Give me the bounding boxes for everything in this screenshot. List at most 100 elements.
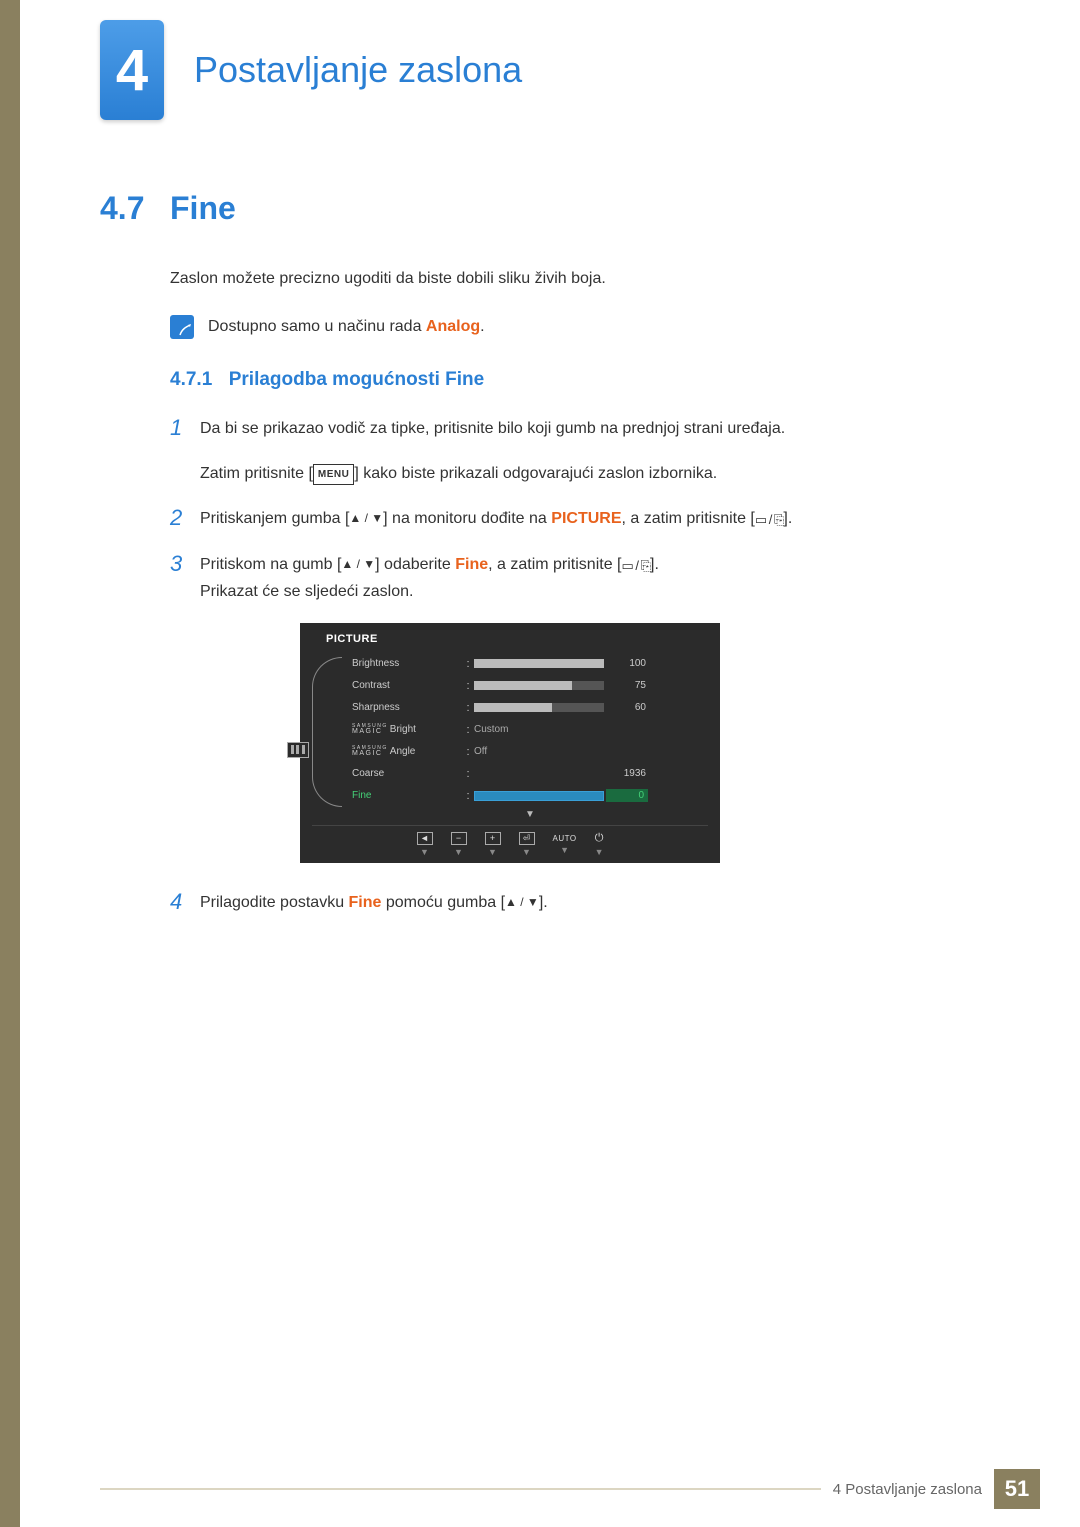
osd-colon: : xyxy=(462,768,474,780)
osd-btn-plus: +▼ xyxy=(485,832,501,857)
footer-text: 4 Postavljanje zaslona xyxy=(833,1481,982,1498)
osd-label-fine: Fine xyxy=(352,790,462,801)
step-text-1: Da bi se prikazao vodič za tipke, pritis… xyxy=(200,415,785,442)
s3b: ] odaberite xyxy=(375,556,455,573)
osd-category-icon xyxy=(287,742,309,758)
magic-bright-word: Bright xyxy=(390,724,416,735)
osd-plus-icon: + xyxy=(485,832,501,845)
s2-highlight: PICTURE xyxy=(551,510,621,527)
osd-val-contrast: 75 xyxy=(604,680,646,691)
osd-minus-icon: − xyxy=(451,832,467,845)
s2a: Pritiskanjem gumba [ xyxy=(200,510,349,527)
osd-auto-label: AUTO xyxy=(553,834,577,843)
osd-enter-icon: ⏎ xyxy=(519,832,535,845)
osd-body: Brightness : 100 Contrast : 75 Sharpness… xyxy=(312,653,708,821)
s3a: Pritiskom na gumb [ xyxy=(200,556,341,573)
step-text-3: Pritiskom na gumb [▲ / ▼] odaberite Fine… xyxy=(200,551,659,605)
up-down-icon: ▲ / ▼ xyxy=(349,511,383,525)
section-title: Fine xyxy=(170,190,236,227)
osd-bar-brightness xyxy=(474,659,604,668)
osd-val-coarse: 1936 xyxy=(604,768,646,779)
osd-title: PICTURE xyxy=(312,631,708,653)
s4b: pomoću gumba [ xyxy=(381,894,505,911)
osd-colon: : xyxy=(462,746,474,758)
s2c: , a zatim pritisnite [ xyxy=(622,510,755,527)
step-1: 1 Da bi se prikazao vodič za tipke, prit… xyxy=(170,415,980,442)
step-num-4: 4 xyxy=(170,889,200,915)
s4c: ]. xyxy=(539,894,548,911)
osd-arc-decoration xyxy=(312,657,342,807)
subsection-number: 4.7.1 xyxy=(170,369,212,390)
step-text-2: Pritiskanjem gumba [▲ / ▼] na monitoru d… xyxy=(200,505,792,532)
osd-val-magic-angle: Off xyxy=(474,746,487,757)
note-suffix: . xyxy=(480,318,484,335)
step-1-sub: Zatim pritisnite [MENU] kako biste prika… xyxy=(200,460,980,487)
osd-btn-auto: AUTO▼ xyxy=(553,834,577,855)
osd-row-magic-bright: SAMSUNGMAGICBright : Custom xyxy=(352,719,708,741)
osd-row-contrast: Contrast : 75 xyxy=(352,675,708,697)
osd-bar-sharpness xyxy=(474,703,604,712)
s3d: ]. xyxy=(650,556,659,573)
step-num-3: 3 xyxy=(170,551,200,577)
osd-val-brightness: 100 xyxy=(604,658,646,669)
page-footer: 4 Postavljanje zaslona 51 xyxy=(100,1469,1040,1509)
osd-colon: : xyxy=(462,658,474,670)
osd-colon: : xyxy=(462,724,474,736)
footer-line xyxy=(100,1488,821,1490)
step-1-sub-a: Zatim pritisnite [ xyxy=(200,465,313,482)
up-down-icon: ▲ / ▼ xyxy=(341,557,375,571)
sidebar-accent-line xyxy=(0,0,20,1527)
enter-source-icon: ▭ / ⎘ xyxy=(621,558,650,573)
osd-label-sharpness: Sharpness xyxy=(352,702,462,713)
chapter-title: Postavljanje zaslona xyxy=(194,49,522,91)
s3-highlight: Fine xyxy=(455,556,488,573)
enter-source-icon: ▭ / ⎘ xyxy=(755,512,784,527)
chapter-number-badge: 4 xyxy=(100,20,164,120)
osd-power-icon: ⏻ xyxy=(595,832,604,845)
subsection-heading: 4.7.1 Prilagodba mogućnosti Fine xyxy=(170,369,980,391)
osd-btn-enter: ⏎▼ xyxy=(519,832,535,857)
note-icon xyxy=(170,315,194,339)
step-num-1: 1 xyxy=(170,415,200,441)
samsung-magic-prefix: SAMSUNGMAGIC xyxy=(352,746,388,757)
osd-colon: : xyxy=(462,790,474,802)
step-3: 3 Pritiskom na gumb [▲ / ▼] odaberite Fi… xyxy=(170,551,980,605)
osd-row-sharpness: Sharpness : 60 xyxy=(352,697,708,719)
osd-label-brightness: Brightness xyxy=(352,658,462,669)
osd-more-down-icon: ▼ xyxy=(352,807,708,821)
footer-page-number: 51 xyxy=(994,1469,1040,1509)
note-analog: Dostupno samo u načinu rada Analog. xyxy=(170,315,980,339)
section-number: 4.7 xyxy=(100,190,170,227)
osd-bar-fine xyxy=(474,791,604,801)
note-highlight: Analog xyxy=(426,318,480,335)
osd-btn-minus: −▼ xyxy=(451,832,467,857)
osd-btn-power: ⏻▼ xyxy=(595,832,604,857)
section-heading: 4.7 Fine xyxy=(100,190,980,227)
step-num-2: 2 xyxy=(170,505,200,531)
osd-btn-back: ◄▼ xyxy=(417,832,433,857)
s2b: ] na monitoru dođite na xyxy=(383,510,551,527)
samsung-magic-prefix: SAMSUNGMAGIC xyxy=(352,724,388,735)
s4-highlight: Fine xyxy=(349,894,382,911)
section-intro: Zaslon možete precizno ugoditi da biste … xyxy=(170,267,980,291)
osd-footer: ◄▼ −▼ +▼ ⏎▼ AUTO▼ ⏻▼ xyxy=(312,825,708,857)
osd-val-fine: 0 xyxy=(606,789,648,802)
magic-angle-word: Angle xyxy=(390,746,416,757)
step-2: 2 Pritiskanjem gumba [▲ / ▼] na monitoru… xyxy=(170,505,980,532)
page-content: 4.7 Fine Zaslon možete precizno ugoditi … xyxy=(100,190,980,934)
osd-back-icon: ◄ xyxy=(417,832,433,845)
osd-row-magic-angle: SAMSUNGMAGICAngle : Off xyxy=(352,741,708,763)
osd-colon: : xyxy=(462,680,474,692)
osd-picture-menu: PICTURE Brightness : 100 Contrast : 75 xyxy=(300,623,720,863)
osd-val-magic-bright: Custom xyxy=(474,724,508,735)
osd-val-sharpness: 60 xyxy=(604,702,646,713)
step-1-sub-b: ] kako biste prikazali odgovarajući zasl… xyxy=(354,465,717,482)
osd-row-fine: Fine : 0 xyxy=(352,785,708,807)
osd-label-coarse: Coarse xyxy=(352,768,462,779)
s3-tail: Prikazat će se sljedeći zaslon. xyxy=(200,583,413,600)
subsection-title: Prilagodba mogućnosti Fine xyxy=(229,369,484,390)
osd-row-brightness: Brightness : 100 xyxy=(352,653,708,675)
osd-label-magic-angle: SAMSUNGMAGICAngle xyxy=(352,746,462,757)
menu-button-label: MENU xyxy=(313,464,354,485)
chapter-header: 4 Postavljanje zaslona xyxy=(100,20,522,120)
